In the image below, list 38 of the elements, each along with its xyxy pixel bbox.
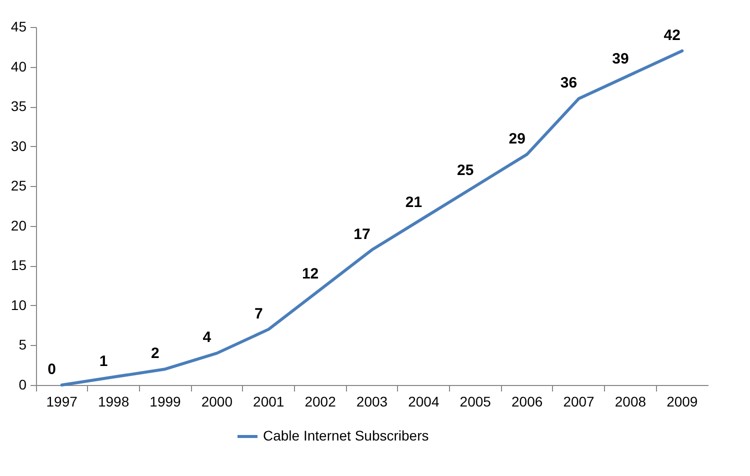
x-tick-label: 1997	[46, 394, 78, 410]
y-tick-label: 20	[10, 217, 27, 234]
legend-label: Cable Internet Subscribers	[263, 428, 429, 444]
data-label: 21	[405, 194, 422, 211]
data-label: 0	[48, 361, 56, 378]
x-tick-label: 2008	[614, 394, 646, 410]
y-tick-label: 45	[10, 18, 27, 34]
x-tick-label: 1999	[150, 394, 182, 410]
x-tick-label: 2002	[304, 394, 336, 410]
x-tick-label: 2000	[201, 394, 233, 410]
y-tick-label: 40	[10, 58, 27, 74]
data-label: 2	[151, 345, 160, 362]
y-tick-label: 5	[18, 336, 27, 353]
y-tick-label: 0	[18, 376, 27, 392]
line-series	[60, 49, 684, 386]
x-tick-label: 2005	[460, 394, 492, 410]
y-tick-label: 35	[10, 98, 27, 114]
x-tick-label: 2003	[356, 394, 388, 410]
x-tick-label: 2001	[253, 394, 284, 410]
x-tick-label: 2004	[408, 394, 440, 410]
y-tick-label: 10	[10, 296, 27, 313]
x-tick-label: 2006	[512, 394, 543, 410]
y-tick-label: 30	[10, 138, 27, 154]
data-label: 1	[99, 353, 108, 370]
data-label: 39	[612, 50, 629, 68]
data-label: 17	[354, 226, 370, 243]
data-label: 7	[254, 305, 263, 322]
y-tick-label: 15	[10, 257, 27, 274]
data-label: 42	[664, 26, 680, 44]
x-tick-label: 1998	[98, 394, 130, 410]
data-label: 4	[202, 329, 212, 346]
x-tick-label: 2009	[666, 394, 698, 410]
data-label: 12	[302, 266, 319, 283]
data-label: 25	[457, 162, 474, 180]
y-tick-label: 25	[10, 178, 27, 194]
x-tick-label: 2007	[563, 394, 595, 410]
data-label: 29	[508, 130, 526, 148]
data-label: 36	[560, 74, 578, 92]
